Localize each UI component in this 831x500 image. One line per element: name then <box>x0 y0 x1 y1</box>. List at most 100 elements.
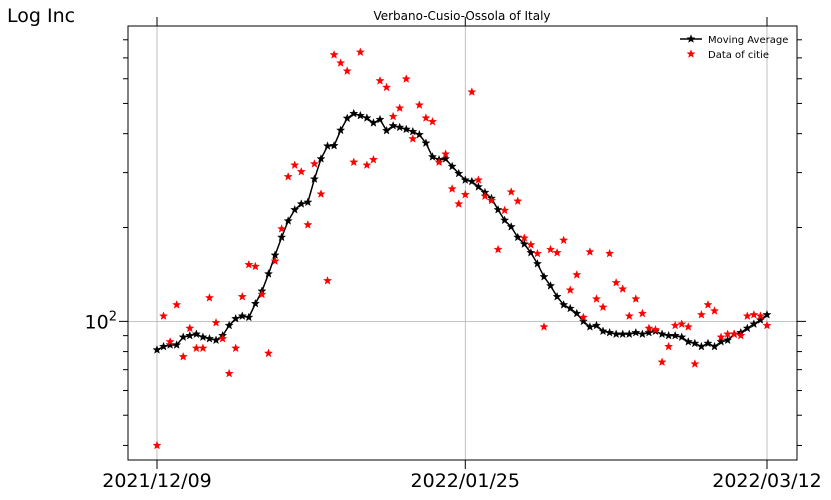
y-tick-label: 102 <box>85 309 117 333</box>
series-0-point <box>408 126 418 136</box>
series-1-point <box>309 159 319 168</box>
series-1-point <box>696 309 706 319</box>
series-1-point <box>408 134 418 143</box>
series-1-point <box>539 322 549 331</box>
series-1-point <box>552 247 562 257</box>
series-1-point <box>670 320 680 330</box>
series-0-point <box>742 323 752 333</box>
series-1-point <box>690 359 700 368</box>
series-0-point <box>309 174 319 183</box>
series-0-point <box>414 129 424 139</box>
series-1-point <box>683 322 693 331</box>
series-0-point <box>316 154 326 163</box>
series-1-point <box>244 259 254 269</box>
series-1-point <box>421 113 431 122</box>
series-0-point <box>618 329 628 339</box>
series-1-point <box>218 333 228 343</box>
series-1-point <box>460 189 470 199</box>
series-0-point <box>644 327 654 337</box>
series-1-point <box>565 285 575 294</box>
legend-label-1: Data of citie <box>708 50 769 61</box>
series-0-point <box>539 272 549 281</box>
series-1-point <box>355 47 365 57</box>
series-1-point <box>349 157 359 167</box>
series-0-point <box>605 327 615 337</box>
series-1-point <box>414 100 424 109</box>
series-layer <box>152 47 772 450</box>
series-1-point <box>480 191 490 201</box>
series-0-point <box>631 327 641 337</box>
series-1-point <box>716 332 726 342</box>
series-1-point <box>250 261 260 271</box>
series-1-point <box>703 300 713 309</box>
series-0-point <box>336 125 346 135</box>
series-1-point <box>191 343 201 353</box>
series-0-point <box>204 333 215 343</box>
series-1-point <box>152 440 162 450</box>
series-1-point <box>316 189 326 198</box>
series-0-point <box>401 124 411 134</box>
series-1-point <box>473 175 483 184</box>
legend: Moving Average Data of citie <box>680 34 788 61</box>
legend-marker-1 <box>686 49 696 58</box>
series-0-point <box>447 161 457 171</box>
series-0-point <box>185 330 195 340</box>
series-0-point <box>224 320 234 330</box>
series-1-point <box>611 277 621 287</box>
series-1-point <box>618 284 628 293</box>
series-0-point <box>513 232 523 242</box>
series-1-point <box>742 311 752 320</box>
series-1-point <box>185 323 195 333</box>
series-1-point <box>211 317 221 327</box>
series-0-point <box>565 303 575 313</box>
series-1-point <box>290 160 300 170</box>
series-1-point <box>263 348 274 358</box>
series-0-point <box>611 329 621 339</box>
series-0-point <box>709 341 720 351</box>
series-0-point <box>283 216 293 225</box>
series-0-point <box>211 335 221 345</box>
series-1-point <box>624 311 634 320</box>
series-1-point <box>231 343 241 353</box>
series-1-point <box>401 74 411 83</box>
series-0-point <box>532 259 542 268</box>
series-1-point <box>257 289 267 299</box>
series-0-point <box>250 298 260 308</box>
series-0-point <box>467 176 477 186</box>
series-0-point <box>296 199 306 208</box>
series-1-point <box>454 199 464 208</box>
series-0-point <box>191 329 201 339</box>
series-0-point <box>677 332 687 342</box>
series-0-point <box>703 338 713 348</box>
series-0-point <box>624 329 634 339</box>
series-0-point <box>342 113 352 123</box>
series-1-point <box>362 160 372 170</box>
series-0-point <box>683 337 693 346</box>
series-1-point <box>178 351 188 361</box>
series-0-point <box>388 120 398 130</box>
series-1-point <box>585 247 595 256</box>
series-0-point <box>696 341 706 351</box>
series-1-point <box>650 324 661 334</box>
series-1-point <box>277 224 287 233</box>
series-1-point <box>375 76 385 85</box>
series-0-point <box>322 141 333 150</box>
series-0-point <box>329 140 339 150</box>
series-1-point <box>486 195 497 205</box>
series-1-point <box>382 82 392 92</box>
series-0-point <box>395 122 405 132</box>
series-1-point <box>342 66 352 75</box>
series-0-point <box>349 108 359 118</box>
series-0-point <box>263 269 274 278</box>
series-1-point <box>296 166 306 176</box>
series-1-point <box>441 149 451 158</box>
series-0-point <box>473 182 483 191</box>
x-tick-label: 2022/03/12 <box>712 470 822 492</box>
series-0-point <box>546 281 556 290</box>
series-0-point <box>690 338 700 348</box>
series-0-point <box>198 332 208 342</box>
series-1-point <box>283 171 293 181</box>
series-0-point <box>657 329 667 339</box>
series-0-point <box>762 309 772 319</box>
